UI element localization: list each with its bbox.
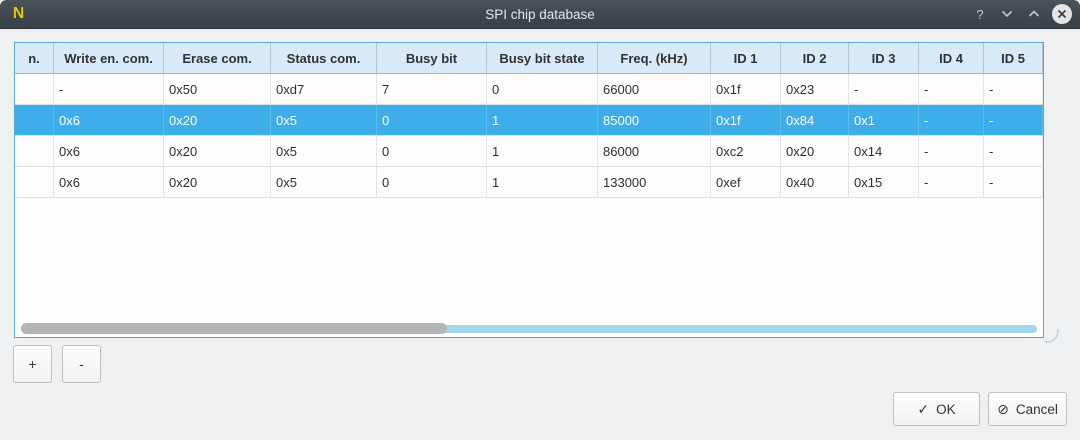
table-cell[interactable]: 1 [487, 167, 598, 197]
table-cell[interactable]: - [984, 167, 1043, 197]
table-cell[interactable]: 0x20 [781, 136, 849, 166]
column-header-5[interactable]: Busy bit state [487, 43, 598, 73]
table-cell[interactable]: - [54, 74, 164, 104]
table-cell[interactable]: 0x5 [271, 167, 377, 197]
table-cell[interactable]: 1 [487, 136, 598, 166]
table-cell[interactable]: 1 [487, 105, 598, 135]
table-row-1[interactable]: 0x6 0x20 0x5 0 1 85000 0x1f 0x84 0x1- - [15, 105, 1043, 136]
table-cell[interactable]: 66000 [598, 74, 711, 104]
table-header: n. Write en. com. Erase com. Status com. Bus… [15, 43, 1043, 74]
table-cell[interactable]: 0x14 [849, 136, 919, 166]
horizontal-scrollbar[interactable] [19, 323, 1039, 334]
column-header-10[interactable]: ID 4 [919, 43, 984, 73]
table-cell[interactable]: - [919, 167, 984, 197]
table-cell[interactable]: 0x1 [849, 105, 919, 135]
chevron-up-icon[interactable] [1025, 5, 1043, 23]
chevron-down-icon[interactable] [998, 5, 1016, 23]
column-header-1[interactable]: Write en. com. [54, 43, 164, 73]
column-header-4[interactable]: Busy bit [377, 43, 487, 73]
column-header-2[interactable]: Erase com. [164, 43, 271, 73]
column-header-8[interactable]: ID 2 [781, 43, 849, 73]
table-cell[interactable]: 0x6 [54, 136, 164, 166]
column-header-9[interactable]: ID 3 [849, 43, 919, 73]
cancel-button-label: Cancel [1015, 401, 1058, 417]
table-cell[interactable]: 0xef [711, 167, 781, 197]
window-title: SPI chip database [485, 6, 595, 22]
table-cell[interactable]: 0 [377, 136, 487, 166]
table-cell[interactable]: 0x40 [781, 167, 849, 197]
table-cell[interactable]: 0x23 [781, 74, 849, 104]
table-cell[interactable]: 0x50 [164, 74, 271, 104]
table-cell[interactable] [15, 136, 54, 166]
table-cell[interactable]: - [849, 74, 919, 104]
table-row-2[interactable]: 0x6 0x20 0x5 0 1 86000 0xc2 0x20 0x14- - [15, 136, 1043, 167]
table-cell[interactable]: 0x5 [271, 136, 377, 166]
table-cell[interactable]: 86000 [598, 136, 711, 166]
horizontal-scrollbar-track[interactable] [443, 324, 1037, 333]
close-button[interactable] [1052, 4, 1072, 24]
table-body: -0x50 0xd7 7 0 66000 0x1f 0x23- - -0x6 0x20 0x5 0 1 8… [15, 74, 1043, 198]
remove-row-button[interactable]: - [62, 345, 101, 383]
table-cell[interactable]: 0x1f [711, 74, 781, 104]
add-row-button[interactable]: + [13, 345, 52, 383]
table-cell[interactable]: 0 [487, 74, 598, 104]
titlebar-controls: ? [971, 0, 1072, 28]
table-cell[interactable]: 0x84 [781, 105, 849, 135]
cancel-icon: ⊘ [997, 401, 1009, 417]
titlebar[interactable]: N SPI chip database ? [0, 0, 1080, 29]
table-cell[interactable]: - [919, 136, 984, 166]
table-cell[interactable]: 0xc2 [711, 136, 781, 166]
table-cell[interactable]: - [984, 74, 1043, 104]
ok-button[interactable]: ✓ OK [893, 392, 980, 426]
table-cell[interactable]: 0x20 [164, 167, 271, 197]
table-cell[interactable]: 85000 [598, 105, 711, 135]
table-cell[interactable] [15, 167, 54, 197]
check-icon: ✓ [917, 401, 930, 417]
table-cell[interactable]: 0x6 [54, 105, 164, 135]
table-cell[interactable]: - [984, 105, 1043, 135]
table-cell[interactable]: 0x20 [164, 105, 271, 135]
column-header-7[interactable]: ID 1 [711, 43, 781, 73]
table-cell[interactable]: 0 [377, 105, 487, 135]
table-cell[interactable]: 133000 [598, 167, 711, 197]
column-header-3[interactable]: Status com. [271, 43, 377, 73]
cancel-button[interactable]: ⊘ Cancel [988, 392, 1067, 426]
help-button[interactable]: ? [976, 6, 984, 22]
table-cell[interactable]: 0xd7 [271, 74, 377, 104]
ok-button-label: OK [936, 401, 956, 417]
table-cell[interactable]: 0 [377, 167, 487, 197]
table-cell[interactable]: 0x1f [711, 105, 781, 135]
table-row-0[interactable]: -0x50 0xd7 7 0 66000 0x1f 0x23- - - [15, 74, 1043, 105]
table-cell[interactable]: 0x20 [164, 136, 271, 166]
table-cell[interactable] [15, 74, 54, 104]
column-header-0[interactable]: n. [15, 43, 54, 73]
table-cell[interactable]: - [984, 136, 1043, 166]
table-cell[interactable]: - [919, 105, 984, 135]
table-cell[interactable] [15, 105, 54, 135]
table-cell[interactable]: 0x15 [849, 167, 919, 197]
table-row-3[interactable]: 0x6 0x20 0x5 0 1 133000 0xef 0x40 0x15- - [15, 167, 1043, 198]
table-cell[interactable]: - [919, 74, 984, 104]
table-cell[interactable]: 0x5 [271, 105, 377, 135]
table-cell[interactable]: 7 [377, 74, 487, 104]
horizontal-scrollbar-thumb[interactable] [21, 323, 447, 334]
column-header-11[interactable]: ID 5 [984, 43, 1043, 73]
spi-chip-table[interactable]: n. Write en. com. Erase com. Status com. Bus… [14, 42, 1044, 338]
resize-grip-icon[interactable] [1045, 329, 1059, 343]
column-header-6[interactable]: Freq. (kHz) [598, 43, 711, 73]
table-cell[interactable]: 0x6 [54, 167, 164, 197]
app-icon: N [12, 4, 25, 22]
